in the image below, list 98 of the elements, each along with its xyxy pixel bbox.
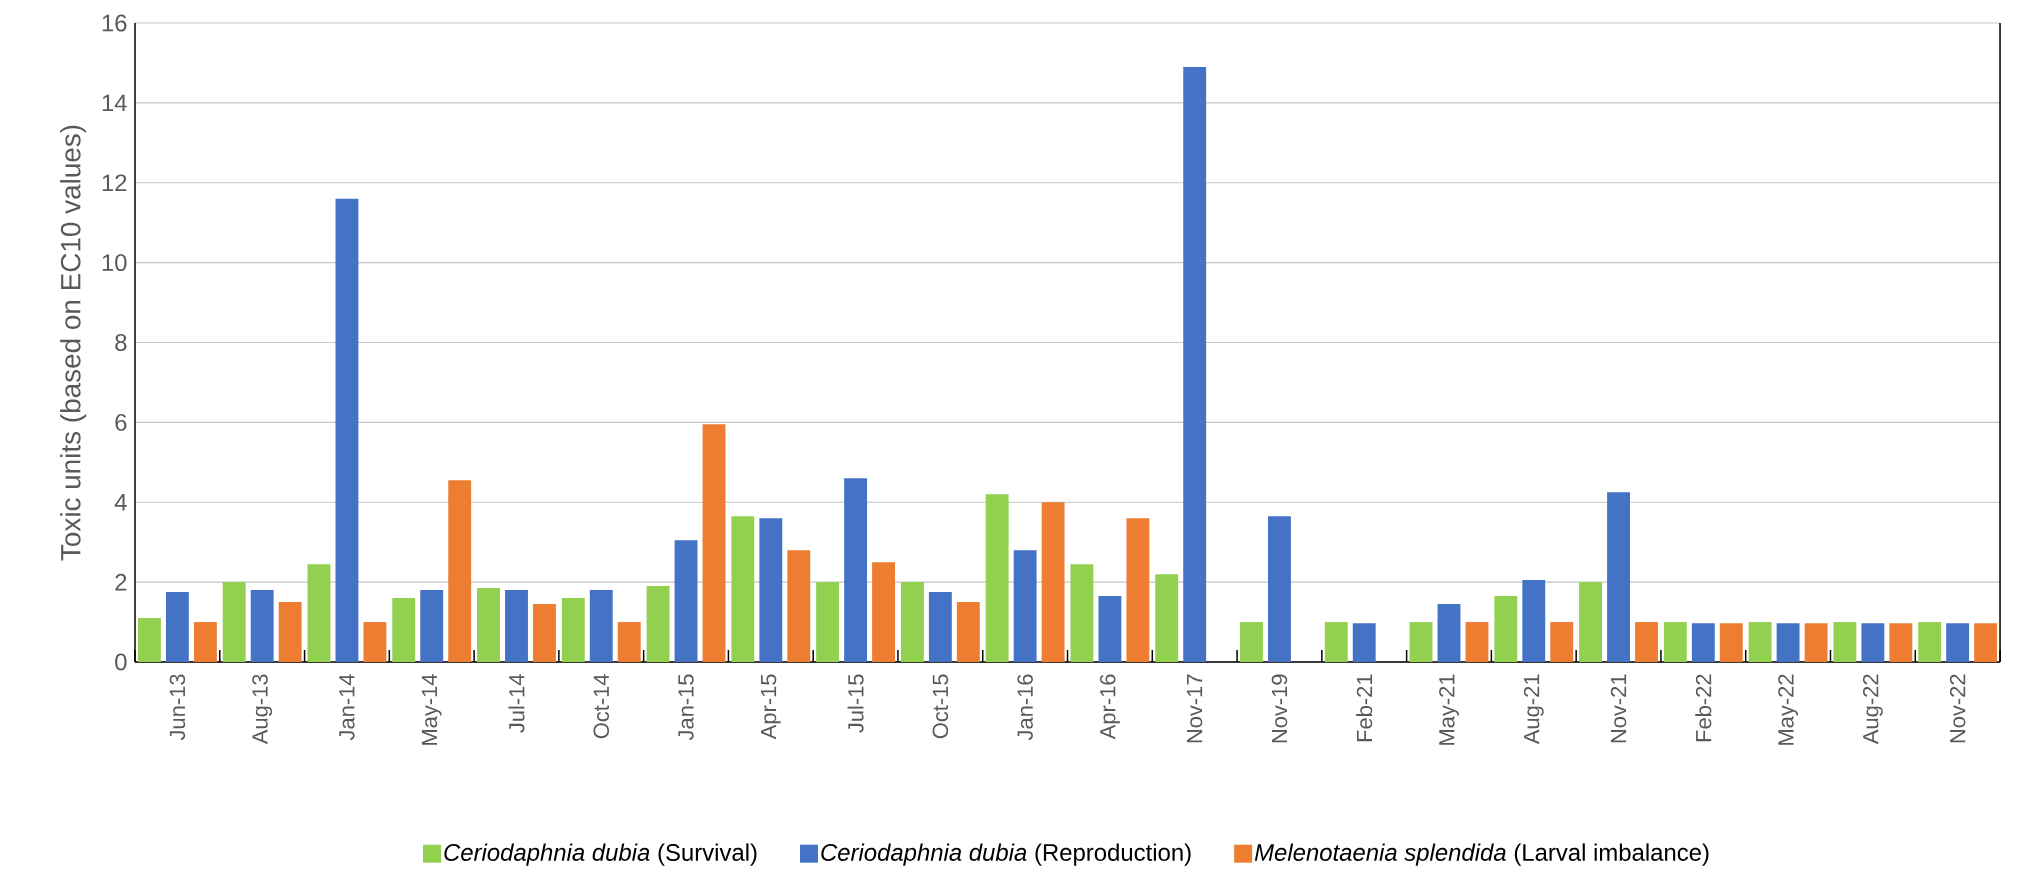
x-tick-label: Nov-17: [1187, 674, 1203, 743]
y-tick-label: 10: [102, 254, 127, 272]
bar: [589, 590, 613, 662]
x-tick-label: Oct-15: [932, 674, 949, 739]
bar: [1861, 623, 1885, 662]
legend-label: Ceriodaphnia dubia (Survival): [444, 843, 757, 866]
y-tick-label: 6: [115, 413, 127, 431]
x-tick-label: Nov-19: [1271, 674, 1288, 743]
x-tick-label: Aug-21: [1523, 674, 1544, 745]
x-tick-label: May-14: [421, 674, 442, 745]
bar: [1155, 574, 1179, 662]
x-tick-label: Jan-16: [1017, 674, 1033, 741]
y-axis-title: Toxic units (based on EC10 values): [60, 125, 87, 561]
bar: [193, 622, 217, 662]
x-tick-label: Feb-21: [1356, 674, 1373, 742]
bar: [1070, 564, 1094, 662]
bar: [222, 582, 246, 662]
x-tick-label: May-22: [1778, 674, 1799, 745]
y-tick-label: 8: [115, 334, 127, 351]
bar: [1918, 622, 1942, 662]
bar: [278, 602, 302, 662]
bar: [420, 590, 444, 662]
bar: [1635, 622, 1658, 662]
bar: [363, 622, 387, 662]
bar: [759, 518, 783, 662]
x-tick-label: Jul-14: [508, 674, 525, 733]
bar: [307, 564, 331, 662]
bar: [1240, 622, 1263, 662]
y-tick-label: 16: [102, 14, 127, 32]
bar: [816, 582, 840, 662]
bar: [1776, 623, 1800, 662]
bar: [1352, 623, 1376, 662]
x-tick-label: Jun-13: [169, 674, 186, 741]
bar: [1522, 580, 1546, 662]
legend-label: Ceriodaphnia dubia (Reproduction): [821, 843, 1191, 866]
x-tick-label: Jul-15: [847, 674, 864, 733]
bar: [1663, 622, 1687, 662]
bar: [1437, 604, 1461, 662]
bar: [1465, 622, 1489, 662]
bar: [335, 198, 359, 662]
bar: [1833, 622, 1857, 662]
bar: [928, 592, 952, 662]
bar: [872, 562, 896, 662]
y-tick-label: 4: [114, 494, 127, 511]
bar: [505, 590, 528, 662]
bar: [787, 550, 811, 662]
bar: [1579, 582, 1603, 662]
bar: [674, 540, 698, 662]
x-tick-label: May-21: [1439, 674, 1459, 745]
bar: [985, 494, 1009, 662]
bar: [702, 424, 726, 662]
bar: [1268, 516, 1291, 662]
bar: [617, 622, 641, 662]
x-tick-label: Aug-22: [1862, 674, 1883, 745]
bar: [1183, 66, 1207, 662]
x-tick-label: Feb-22: [1695, 674, 1712, 742]
bar: [1946, 623, 1970, 662]
x-tick-label: Jan-14: [339, 674, 355, 741]
bar: [165, 592, 189, 662]
bar: [1889, 623, 1913, 662]
bar: [731, 516, 755, 662]
bar: [1691, 623, 1715, 662]
x-tick-label: Nov-22: [1949, 674, 1966, 743]
bar: [900, 582, 924, 662]
bar: [1041, 502, 1065, 662]
bar: [646, 586, 670, 662]
x-tick-label: Aug-13: [252, 674, 273, 745]
bar: [448, 480, 472, 662]
bar: [1974, 623, 1998, 662]
bar: [956, 602, 980, 662]
bar: [1013, 550, 1037, 662]
bar: [1719, 623, 1743, 662]
bar: [1550, 622, 1574, 662]
bar: [392, 598, 416, 662]
bar: [477, 588, 500, 662]
y-tick-label: 14: [102, 94, 127, 112]
y-tick-label: 2: [115, 573, 127, 591]
bar: [1409, 622, 1433, 662]
bar: [1324, 622, 1348, 662]
x-tick-label: Apr-16: [1099, 674, 1120, 740]
bar: [533, 604, 556, 662]
bar: [1494, 596, 1518, 662]
bar: [1607, 492, 1630, 662]
x-tick-label: Oct-14: [593, 674, 610, 739]
bar: [137, 618, 161, 662]
legend-label: Melenotaenia splendida (Larval imbalance): [1254, 843, 1709, 866]
bar: [250, 590, 274, 662]
bar: [1126, 518, 1150, 662]
y-tick-label: 0: [115, 653, 127, 671]
bar: [1804, 623, 1828, 662]
bar: [844, 478, 868, 662]
x-tick-label: Jan-15: [678, 674, 694, 741]
bar: [1098, 596, 1122, 662]
bar: [561, 598, 585, 662]
bar: [1748, 622, 1772, 662]
x-tick-label: Nov-21: [1610, 674, 1627, 743]
y-tick-label: 12: [102, 174, 127, 192]
x-tick-label: Apr-15: [761, 674, 781, 740]
